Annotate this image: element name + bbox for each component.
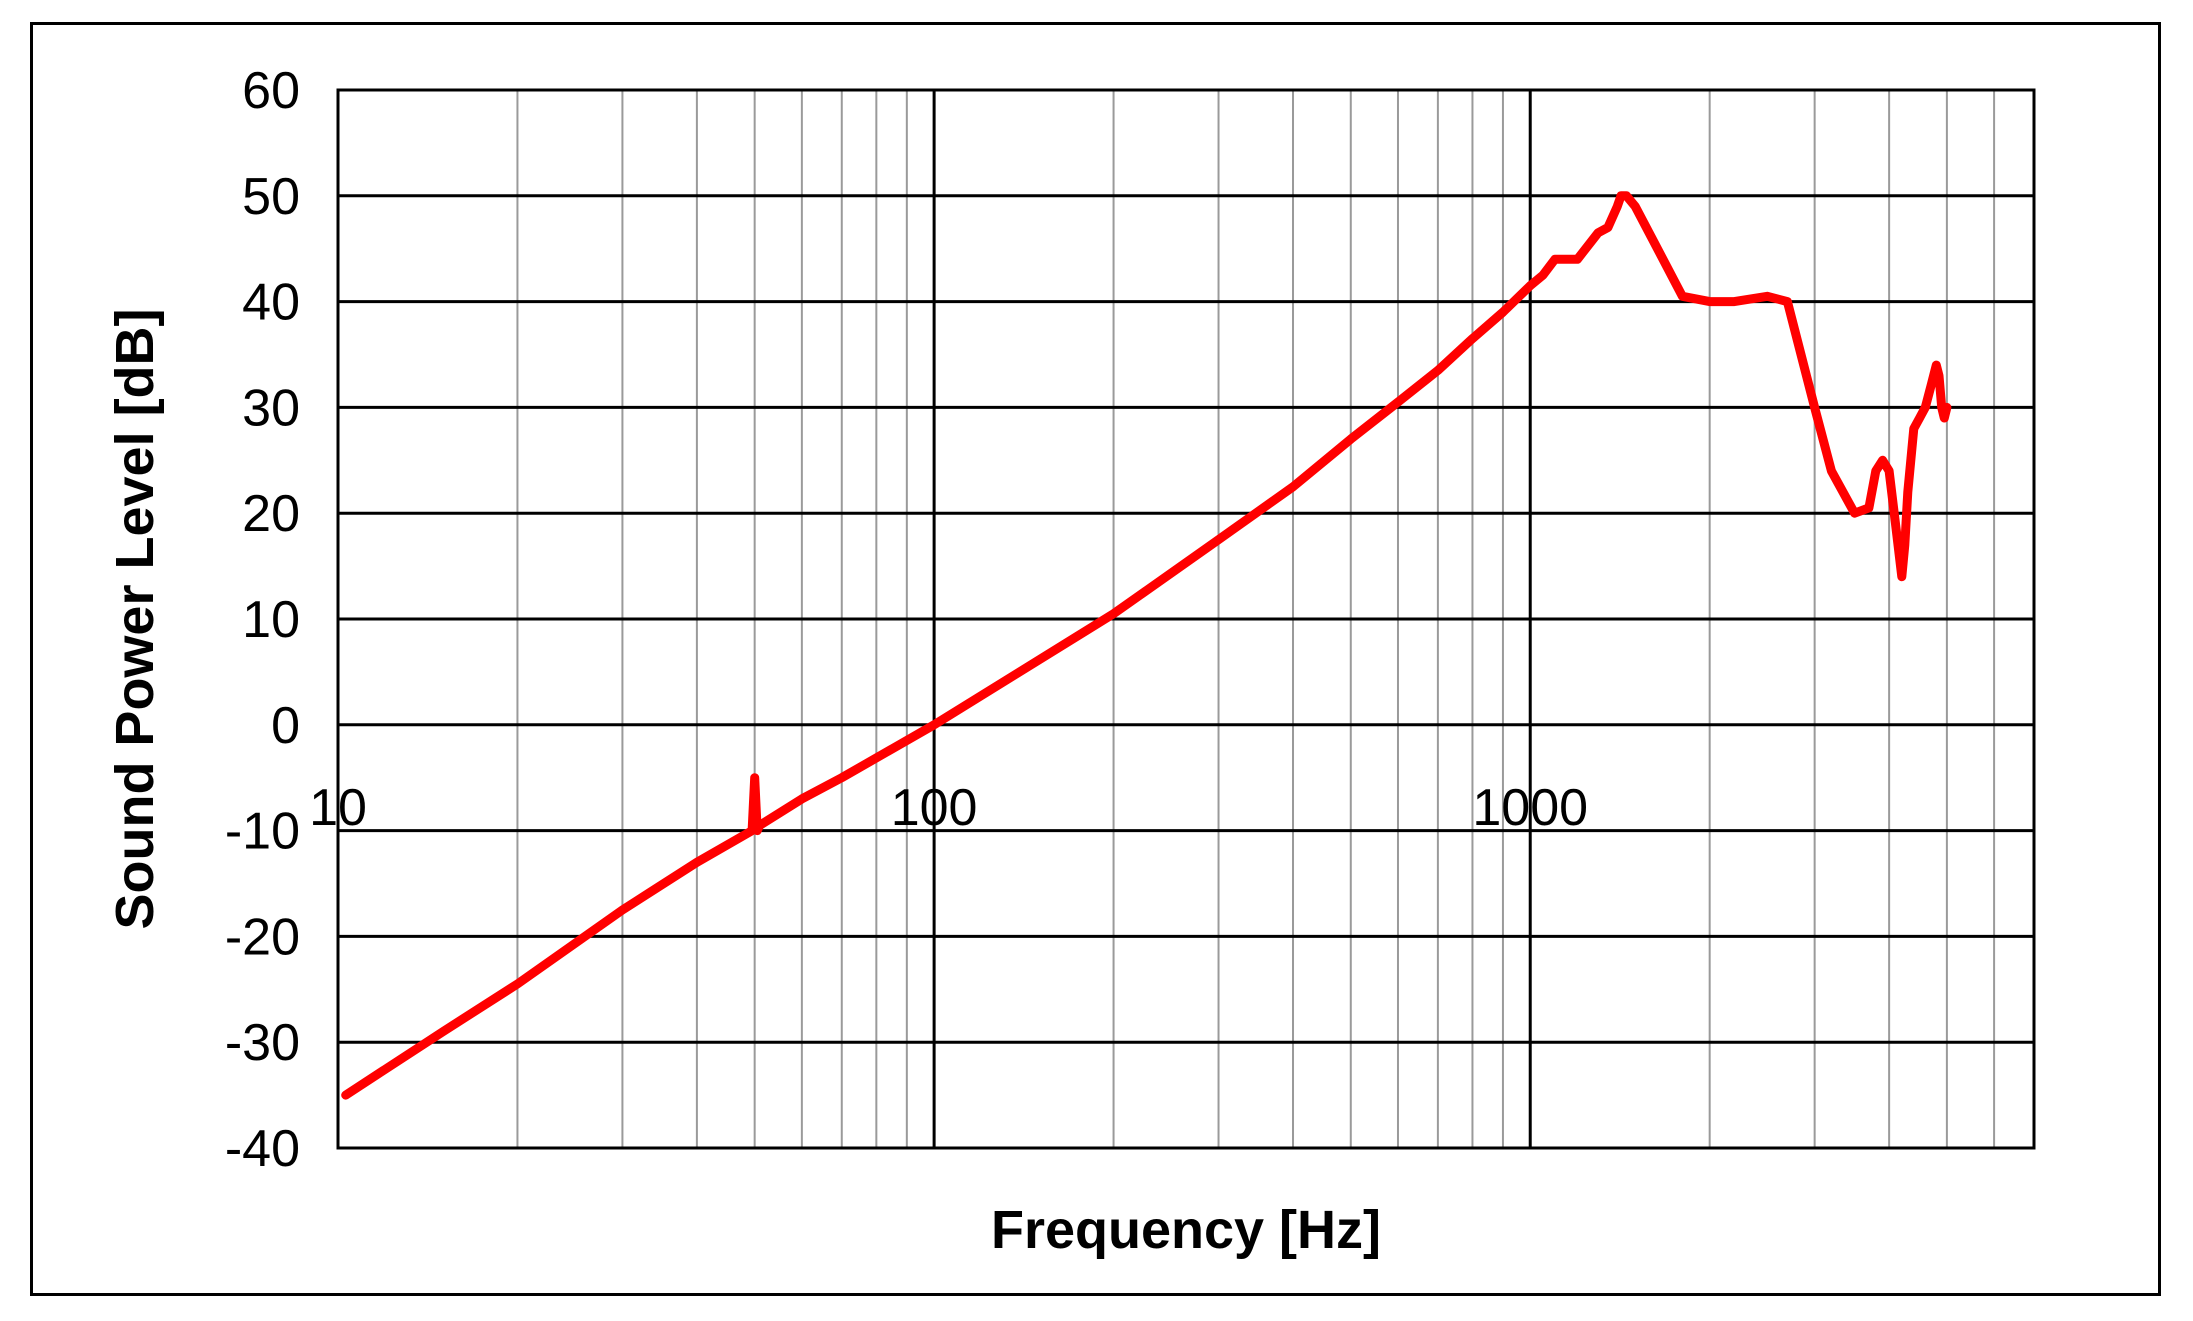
y-tick-labels: 60 50 40 30 20 10 0 -10 -20 -30 -40 <box>225 62 300 1178</box>
y-tick-label: 50 <box>242 168 300 226</box>
y-tick-label: 20 <box>242 485 300 543</box>
x-tick-label: 10 <box>309 779 367 837</box>
x-tick-labels: 10 100 1000 <box>309 779 1588 837</box>
series-layer <box>341 191 1952 1100</box>
y-tick-label: 60 <box>242 62 300 120</box>
series-line <box>341 191 1952 1100</box>
x-tick-label: 1000 <box>1472 779 1588 837</box>
y-tick-label: 30 <box>242 379 300 437</box>
y-tick-label: 10 <box>242 591 300 649</box>
grid-layer <box>336 88 2035 1150</box>
y-axis-title: Sound Power Level [dB] <box>105 308 165 929</box>
y-tick-label: 0 <box>271 697 300 755</box>
y-tick-label: -10 <box>225 803 300 861</box>
y-tick-label: -20 <box>225 908 300 966</box>
y-tick-label: -40 <box>225 1120 300 1178</box>
x-tick-label: 100 <box>891 779 978 837</box>
x-axis-title: Frequency [Hz] <box>991 1200 1381 1260</box>
y-tick-label: 40 <box>242 274 300 332</box>
plot-area-border <box>336 88 2036 1150</box>
chart-frame: 60 50 40 30 20 10 0 -10 -20 -30 -40 10 100 1000 Freq… <box>30 22 2161 1296</box>
y-tick-label: -30 <box>225 1014 300 1072</box>
